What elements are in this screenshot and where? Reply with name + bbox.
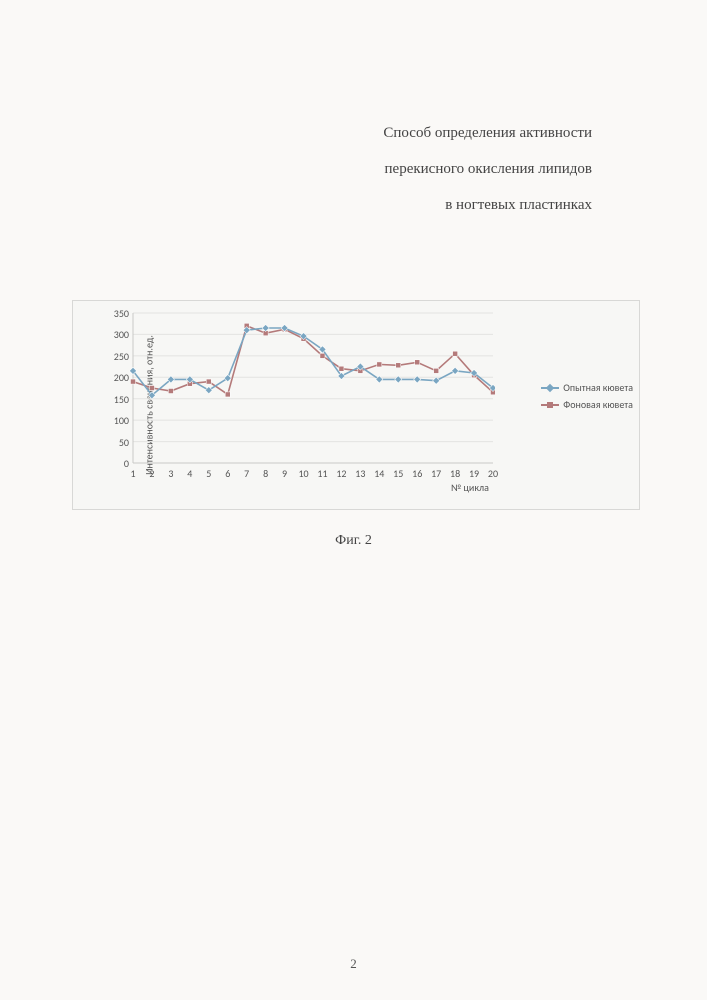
x-tick-label: 10 [297, 467, 311, 480]
x-tick-label: 13 [353, 467, 367, 480]
x-tick-label: 9 [278, 467, 292, 480]
page-number: 2 [0, 956, 707, 972]
x-tick-label: 19 [467, 467, 481, 480]
x-tick-label: 8 [259, 467, 273, 480]
x-tick-label: 11 [315, 467, 329, 480]
title-line-2: перекисного окисления липидов [383, 151, 592, 187]
x-tick-label: 5 [202, 467, 216, 480]
document-page: Способ определения активности перекисног… [0, 0, 707, 1000]
x-tick-label: 4 [183, 467, 197, 480]
title-line-3: в ногтевых пластинках [383, 187, 592, 223]
legend-label: Опытная кювета [563, 381, 633, 394]
x-tick-label: 6 [221, 467, 235, 480]
figure-caption: Фиг. 2 [0, 533, 707, 549]
x-tick-label: 12 [334, 467, 348, 480]
x-tick-label: 20 [486, 467, 500, 480]
chart-legend: Опытная кювета Фоновая кювета [541, 381, 633, 415]
document-title: Способ определения активности перекисног… [383, 115, 592, 223]
x-tick-label: 3 [164, 467, 178, 480]
line-chart-plot [105, 309, 495, 489]
legend-swatch-icon [541, 387, 559, 389]
x-tick-label: 15 [391, 467, 405, 480]
x-tick-label: 1 [126, 467, 140, 480]
x-tick-label: 7 [240, 467, 254, 480]
legend-entry-background: Фоновая кювета [541, 398, 633, 411]
x-tick-label: 16 [410, 467, 424, 480]
x-tick-label: 18 [448, 467, 462, 480]
title-line-1: Способ определения активности [383, 115, 592, 151]
legend-entry-experimental: Опытная кювета [541, 381, 633, 394]
x-tick-label: 14 [372, 467, 386, 480]
legend-swatch-icon [541, 404, 559, 406]
x-tick-label: 2 [145, 467, 159, 480]
x-tick-label: 17 [429, 467, 443, 480]
chart-container: Интенсивность свечения, отн.ед. 05010015… [72, 300, 640, 510]
legend-label: Фоновая кювета [563, 398, 633, 411]
chart-x-axis-label: № цикла [451, 481, 489, 494]
